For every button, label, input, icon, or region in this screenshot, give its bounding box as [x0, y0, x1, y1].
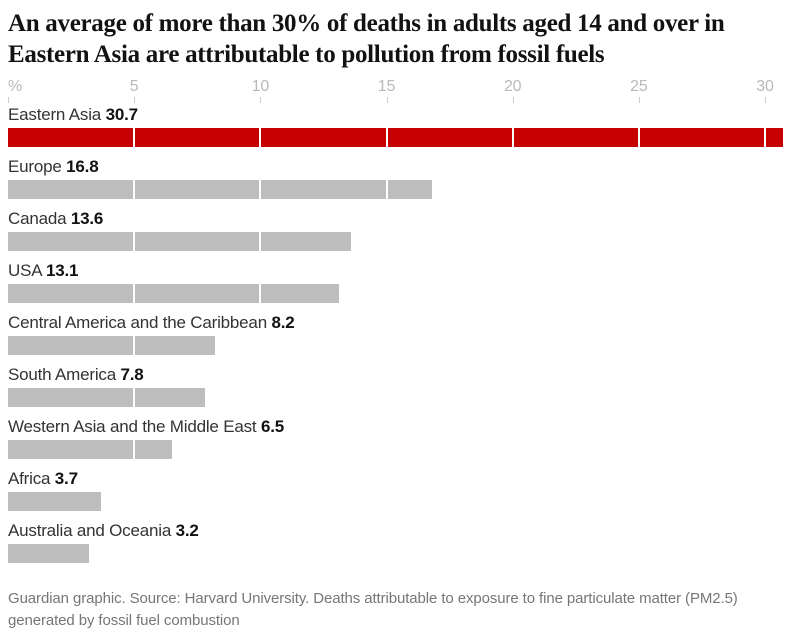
bar-label: Australia and Oceania 3.2 — [8, 520, 791, 542]
bar-label: South America 7.8 — [8, 364, 791, 386]
gridline-over-bar — [133, 284, 136, 303]
bar — [8, 128, 783, 147]
gridline-over-bar — [764, 128, 766, 147]
region-name: Australia and Oceania — [8, 521, 172, 540]
x-axis: % 5 10 15 20 25 30 — [8, 77, 791, 104]
gridline-over-bar — [637, 128, 640, 147]
x-axis-tick-mark — [134, 97, 136, 103]
region-name: Eastern Asia — [8, 105, 102, 124]
gridline-over-bar — [133, 232, 136, 251]
gridline-over-bar — [133, 336, 136, 355]
bar-label: Europe 16.8 — [8, 156, 791, 178]
gridline-over-bar — [259, 180, 262, 199]
bar — [8, 232, 352, 251]
region-name: Africa — [8, 469, 51, 488]
x-axis-tick-mark — [765, 97, 766, 103]
gridline-over-bar — [133, 128, 136, 147]
value-label: 3.2 — [175, 521, 199, 540]
x-axis-tick-mark — [260, 97, 262, 103]
value-label: 30.7 — [105, 105, 138, 124]
bar-label: USA 13.1 — [8, 260, 791, 282]
bar-label: Canada 13.6 — [8, 208, 791, 230]
bar-label: Western Asia and the Middle East 6.5 — [8, 416, 791, 438]
value-label: 3.7 — [54, 469, 78, 488]
value-label: 8.2 — [271, 313, 295, 332]
source-note: Guardian graphic. Source: Harvard Univer… — [8, 590, 738, 629]
x-axis-tick-mark — [512, 97, 514, 103]
x-axis-tick-label: 30 — [756, 78, 774, 95]
bar — [8, 388, 205, 407]
bar-label: Eastern Asia 30.7 — [8, 104, 791, 126]
gridline-over-bar — [259, 128, 262, 147]
x-axis-tick-mark — [8, 97, 9, 103]
bar-row: Central America and the Caribbean 8.2 — [8, 312, 791, 355]
gridline-over-bar — [385, 180, 388, 199]
region-name: Central America and the Caribbean — [8, 313, 267, 332]
gridline-over-bar — [511, 128, 514, 147]
bar-label: Africa 3.7 — [8, 468, 791, 490]
x-axis-tick-label: 20 — [503, 78, 522, 95]
region-name: Canada — [8, 209, 67, 228]
value-label: 13.1 — [45, 261, 79, 280]
value-label: 13.6 — [70, 209, 104, 228]
bar — [8, 336, 215, 355]
bar-label: Central America and the Caribbean 8.2 — [8, 312, 791, 334]
x-axis-tick-label: % — [8, 78, 23, 95]
x-axis-tick-label: 10 — [251, 78, 270, 95]
bar-row: Eastern Asia 30.7 — [8, 104, 791, 147]
gridline-over-bar — [259, 232, 262, 251]
bar — [8, 180, 432, 199]
value-label: 7.8 — [120, 365, 144, 384]
bar — [8, 284, 339, 303]
region-name: South America — [8, 365, 116, 384]
gridline-over-bar — [133, 440, 136, 459]
x-axis-tick-label: 25 — [630, 78, 648, 95]
x-axis-tick-mark — [638, 97, 640, 103]
gridline-over-bar — [385, 128, 388, 147]
value-label: 6.5 — [260, 417, 285, 436]
region-name: USA — [8, 261, 42, 280]
bar-row: Europe 16.8 — [8, 156, 791, 199]
chart-title: An average of more than 30% of deaths in… — [8, 10, 725, 68]
region-name: Western Asia and the Middle East — [8, 417, 257, 436]
x-axis-tick-label: 5 — [129, 78, 139, 95]
bar-row: USA 13.1 — [8, 260, 791, 303]
x-axis-tick-label: 15 — [377, 78, 396, 95]
bar-row: Australia and Oceania 3.2 — [8, 520, 791, 563]
bar-row: Western Asia and the Middle East 6.5 — [8, 416, 791, 459]
value-label: 16.8 — [66, 157, 99, 176]
region-name: Europe — [8, 157, 62, 176]
bar-rows: Eastern Asia 30.7 Europe 16.8 Canada 13.6 U… — [8, 104, 791, 563]
gridline-over-bar — [259, 284, 262, 303]
bar — [8, 440, 173, 459]
x-axis-tick-mark — [386, 97, 388, 103]
bar — [8, 492, 102, 511]
bar-row: South America 7.8 — [8, 364, 791, 407]
bar-row: Canada 13.6 — [8, 208, 791, 251]
gridline-over-bar — [133, 180, 136, 199]
bar-row: Africa 3.7 — [8, 468, 791, 511]
gridline-over-bar — [133, 388, 136, 407]
bar-chart: % 5 10 15 20 25 30 Eastern Asia 30.7 Europe 16.… — [8, 77, 791, 563]
bar — [8, 544, 89, 563]
